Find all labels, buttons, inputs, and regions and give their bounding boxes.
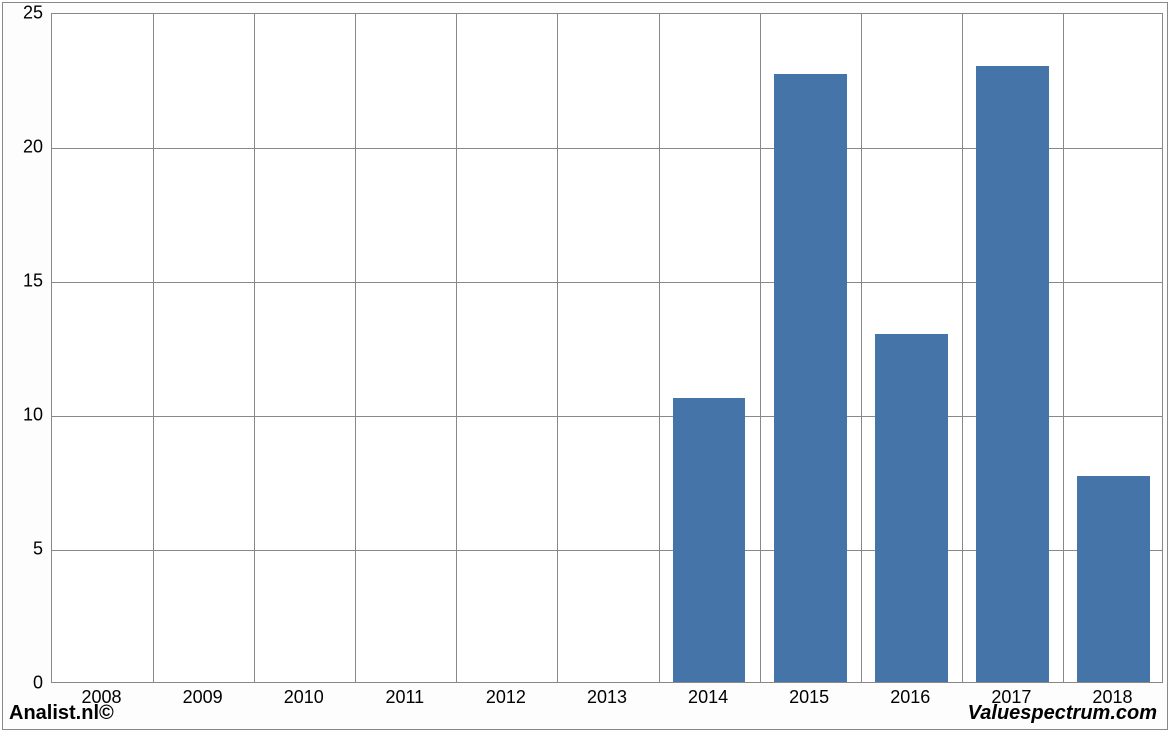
x-tick-label: 2009 (183, 687, 223, 708)
gridline-vertical (659, 14, 660, 682)
x-tick-label: 2010 (284, 687, 324, 708)
x-tick-label: 2015 (789, 687, 829, 708)
gridline-vertical (254, 14, 255, 682)
x-tick-label: 2014 (688, 687, 728, 708)
gridline-vertical (861, 14, 862, 682)
gridline-vertical (1063, 14, 1064, 682)
x-tick-label: 2012 (486, 687, 526, 708)
y-tick-label: 25 (3, 3, 43, 24)
y-tick-label: 5 (3, 539, 43, 560)
gridline-vertical (962, 14, 963, 682)
plot-area (51, 13, 1163, 683)
bar (1077, 476, 1150, 682)
footer-left-credit: Analist.nl© (9, 702, 114, 725)
footer-right-credit: Valuespectrum.com (968, 702, 1157, 725)
x-tick-label: 2013 (587, 687, 627, 708)
bar (875, 334, 948, 682)
bar (774, 74, 847, 682)
y-tick-label: 10 (3, 405, 43, 426)
y-tick-label: 20 (3, 137, 43, 158)
gridline-vertical (557, 14, 558, 682)
bar (976, 66, 1049, 682)
gridline-vertical (456, 14, 457, 682)
x-tick-label: 2016 (890, 687, 930, 708)
gridline-vertical (355, 14, 356, 682)
chart-frame: 0510152025 20082009201020112012201320142… (2, 2, 1168, 730)
x-tick-label: 2011 (385, 687, 424, 708)
gridline-vertical (153, 14, 154, 682)
bar (673, 398, 746, 682)
y-tick-label: 15 (3, 271, 43, 292)
y-tick-label: 0 (3, 673, 43, 694)
gridline-vertical (760, 14, 761, 682)
